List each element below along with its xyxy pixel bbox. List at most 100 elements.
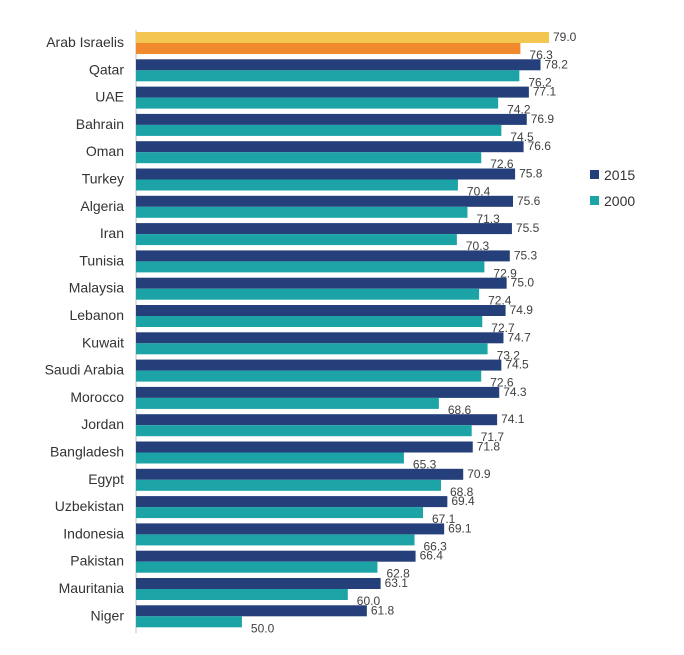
value-label-2000-turkey: 70.4 xyxy=(467,185,491,199)
value-label-2015-kuwait: 74.7 xyxy=(507,330,531,344)
legend-label-2015: 2015 xyxy=(604,167,635,183)
bar-2000-saudi-arabia xyxy=(136,370,482,382)
bar-2015-bahrain xyxy=(136,113,527,125)
category-label-algeria: Algeria xyxy=(80,198,124,214)
value-label-2015-saudi-arabia: 74.5 xyxy=(505,358,529,372)
category-label-tunisia: Tunisia xyxy=(79,252,124,268)
value-label-2000-morocco: 68.6 xyxy=(448,403,472,417)
value-label-2015-egypt: 70.9 xyxy=(467,467,491,481)
bar-2000-bangladesh xyxy=(136,452,404,464)
value-label-2000-malaysia: 72.4 xyxy=(488,294,512,308)
bar-2015-morocco xyxy=(136,386,500,398)
value-label-2000-oman: 72.6 xyxy=(490,157,514,171)
bar-2015-tunisia xyxy=(136,250,510,262)
legend-label-2000: 2000 xyxy=(604,193,635,209)
value-label-2000-mauritania: 60.0 xyxy=(357,594,381,608)
value-label-2000-pakistan: 62.8 xyxy=(386,567,410,581)
category-label-iran: Iran xyxy=(100,225,124,241)
category-label-niger: Niger xyxy=(91,607,125,623)
bar-2000-uae xyxy=(136,97,499,109)
legend: 2015 2000 xyxy=(590,167,635,209)
bar-2015-bangladesh xyxy=(136,441,473,453)
value-label-2000-uae: 74.2 xyxy=(507,103,531,117)
value-label-2000-indonesia: 66.3 xyxy=(424,539,448,553)
category-label-jordan: Jordan xyxy=(81,416,124,432)
value-label-2000-iran: 70.3 xyxy=(466,239,490,253)
bar-2015-arab-israelis xyxy=(136,32,549,43)
category-label-qatar: Qatar xyxy=(89,61,124,77)
category-label-bahrain: Bahrain xyxy=(76,116,124,132)
category-label-egypt: Egypt xyxy=(88,471,124,487)
bar-2015-jordan xyxy=(136,414,498,426)
value-label-2015-tunisia: 75.3 xyxy=(514,248,538,262)
value-label-2000-jordan: 71.7 xyxy=(481,430,505,444)
value-label-2015-qatar: 78.2 xyxy=(545,57,569,71)
bar-2000-bahrain xyxy=(136,124,502,136)
bar-2015-lebanon xyxy=(136,305,506,316)
value-label-2000-bangladesh: 65.3 xyxy=(413,458,437,472)
bar-2015-qatar xyxy=(136,59,541,71)
value-label-2000-tunisia: 72.9 xyxy=(493,266,517,280)
bar-2015-mauritania xyxy=(136,578,381,589)
value-label-2015-malaysia: 75.0 xyxy=(511,276,535,290)
bar-2000-algeria xyxy=(136,206,468,218)
category-label-malaysia: Malaysia xyxy=(69,280,124,296)
bar-2015-kuwait xyxy=(136,332,504,344)
value-label-2015-iran: 75.5 xyxy=(516,221,540,235)
category-label-turkey: Turkey xyxy=(82,171,124,187)
bar-2015-turkey xyxy=(136,168,516,180)
value-label-2015-bangladesh: 71.8 xyxy=(477,440,501,454)
value-label-2000-uzbekistan: 67.1 xyxy=(432,512,456,526)
bar-2000-pakistan xyxy=(136,561,378,573)
legend-swatch-2000 xyxy=(590,196,599,205)
value-label-2000-niger: 50.0 xyxy=(251,621,275,635)
value-label-2000-egypt: 68.8 xyxy=(450,485,474,499)
category-label-indonesia: Indonesia xyxy=(63,525,124,541)
bar-2000-mauritania xyxy=(136,589,348,600)
value-label-2000-qatar: 76.2 xyxy=(528,75,552,89)
value-label-2015-uae: 77.1 xyxy=(533,85,557,99)
bar-2000-oman xyxy=(136,152,482,164)
bar-2000-kuwait xyxy=(136,343,488,355)
bar-2000-uzbekistan xyxy=(136,507,423,519)
bar-2000-egypt xyxy=(136,479,441,491)
bar-2000-lebanon xyxy=(136,316,483,327)
category-label-uae: UAE xyxy=(95,89,124,105)
value-label-2000-bahrain: 74.5 xyxy=(510,130,534,144)
bar-2000-morocco xyxy=(136,397,439,409)
value-label-2015-niger: 61.8 xyxy=(371,603,395,617)
value-label-2015-uzbekistan: 69.4 xyxy=(451,494,475,508)
category-label-oman: Oman xyxy=(86,143,124,159)
value-label-2015-morocco: 74.3 xyxy=(503,385,527,399)
bar-2000-indonesia xyxy=(136,534,415,546)
legend-swatch-2015 xyxy=(590,170,599,179)
bar-2015-egypt xyxy=(136,468,464,480)
bar-2015-pakistan xyxy=(136,550,416,562)
bars-group xyxy=(136,32,549,628)
bar-2000-turkey xyxy=(136,179,458,191)
value-label-2000-algeria: 71.3 xyxy=(476,212,500,226)
value-label-2015-lebanon: 74.9 xyxy=(510,303,534,317)
bar-2015-indonesia xyxy=(136,523,445,535)
bar-2000-qatar xyxy=(136,70,520,82)
value-label-2015-arab-israelis: 79.0 xyxy=(553,30,577,44)
value-label-2000-saudi-arabia: 72.6 xyxy=(490,376,514,390)
bar-2015-uzbekistan xyxy=(136,496,448,508)
value-label-2015-indonesia: 69.1 xyxy=(448,521,472,535)
bar-2015-saudi-arabia xyxy=(136,359,502,371)
bar-2015-uae xyxy=(136,86,529,98)
bar-2000-malaysia xyxy=(136,288,480,300)
value-label-2015-algeria: 75.6 xyxy=(517,194,541,208)
value-label-2015-turkey: 75.8 xyxy=(519,167,543,181)
value-label-2015-jordan: 74.1 xyxy=(501,412,525,426)
bar-2000-arab-israelis xyxy=(136,43,521,54)
bar-2000-iran xyxy=(136,234,457,246)
category-label-bangladesh: Bangladesh xyxy=(50,444,124,460)
value-label-2015-pakistan: 66.4 xyxy=(420,549,444,563)
bar-2000-jordan xyxy=(136,425,472,437)
value-label-2000-lebanon: 72.7 xyxy=(491,321,515,335)
value-label-2015-oman: 76.6 xyxy=(528,139,552,153)
category-label-pakistan: Pakistan xyxy=(70,553,124,569)
bar-2015-malaysia xyxy=(136,277,507,289)
